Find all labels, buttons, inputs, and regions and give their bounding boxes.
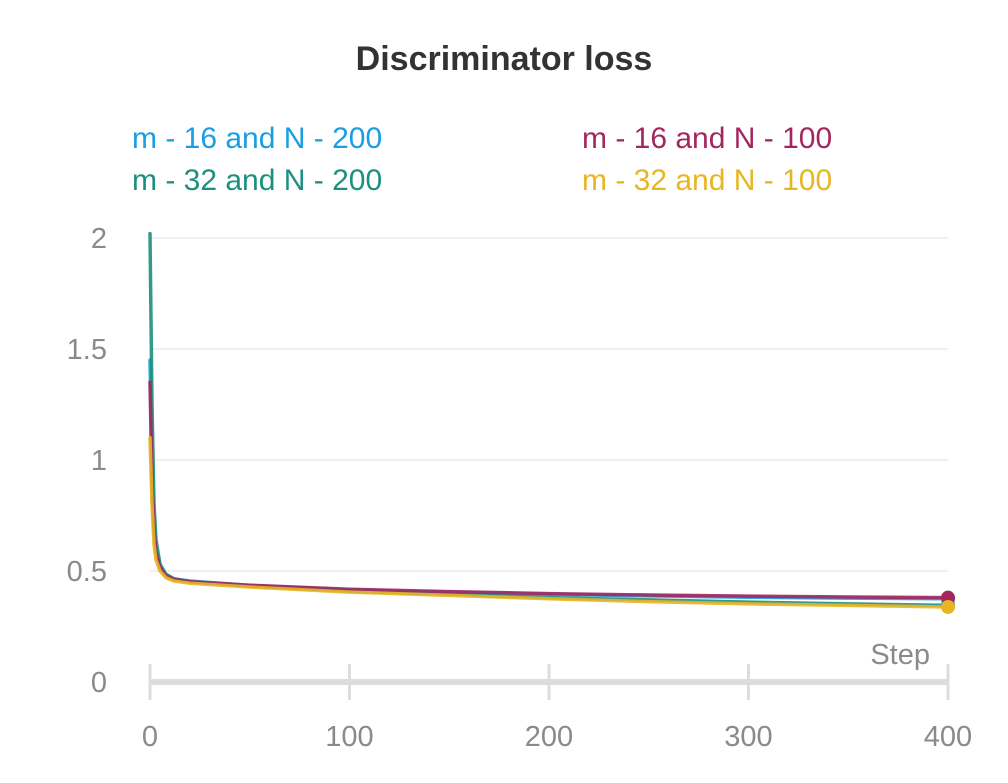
series-lines	[148, 231, 950, 609]
y-tick-label: 1.5	[67, 334, 107, 366]
legend-entry-m16-n100: m - 16 and N - 100	[582, 122, 832, 155]
series-line-3	[148, 380, 950, 600]
x-tick-label: 300	[724, 721, 772, 753]
y-tick-label: 0	[91, 667, 107, 699]
x-tick-label: 100	[325, 721, 373, 753]
series-line-4	[148, 436, 950, 609]
y-tick-label: 0.5	[67, 556, 107, 588]
legend-entry-m32-n200: m - 32 and N - 200	[132, 164, 382, 197]
series-end-point-4	[941, 599, 955, 614]
x-tick-label: 200	[525, 721, 573, 753]
x-tick-label: 0	[142, 721, 158, 753]
y-axis-ticks: 0 0.5 1 1.5 2	[67, 223, 107, 699]
x-axis: 0 100 200 300 400	[142, 664, 972, 753]
legend-entry-m16-n200: m - 16 and N - 200	[132, 122, 382, 155]
series-end-points	[941, 590, 955, 614]
y-tick-label: 1	[91, 445, 107, 477]
series-line-2	[148, 231, 950, 608]
series-line-1	[148, 358, 950, 601]
legend-entry-m32-n100: m - 32 and N - 100	[582, 164, 832, 197]
gridlines	[150, 237, 948, 572]
chart-title: Discriminator loss	[356, 40, 653, 78]
x-axis-label: Step	[870, 639, 930, 671]
y-tick-label: 2	[91, 223, 107, 255]
legend: m - 16 and N - 200 m - 32 and N - 200 m …	[132, 122, 832, 197]
x-tick-label: 400	[924, 721, 972, 753]
